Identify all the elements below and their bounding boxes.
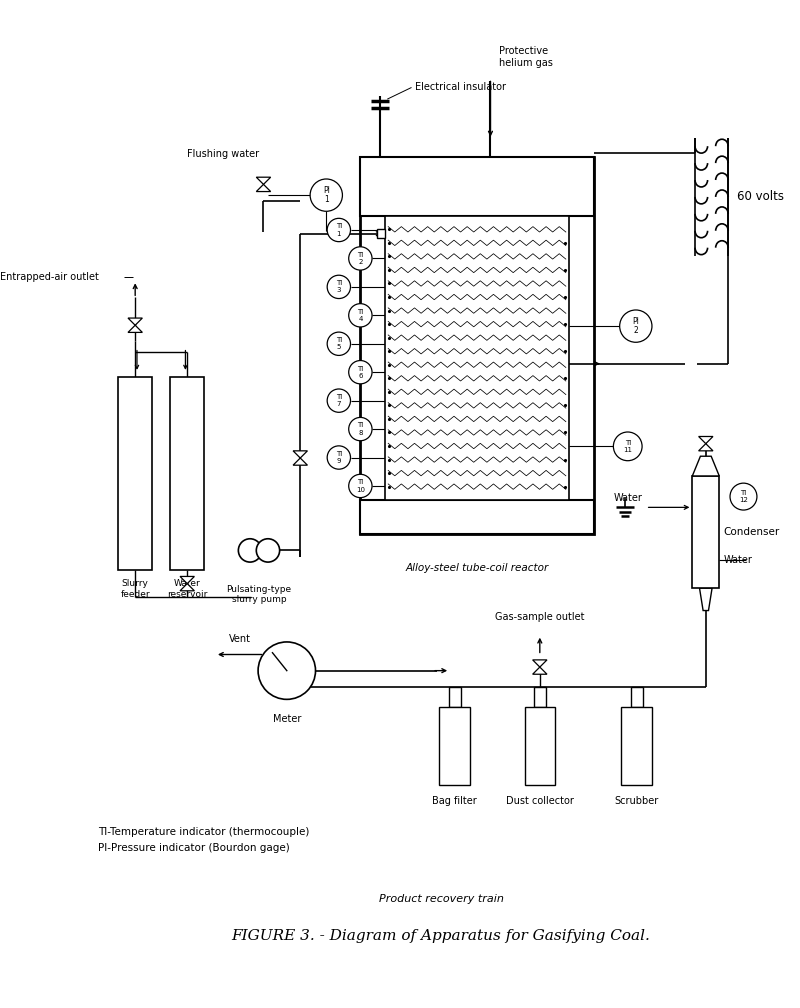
- Circle shape: [614, 432, 642, 461]
- Circle shape: [327, 389, 350, 412]
- Text: Alloy-steel tube-coil reactor: Alloy-steel tube-coil reactor: [406, 563, 549, 574]
- Text: TI: TI: [358, 308, 363, 314]
- Text: Product recovery train: Product recovery train: [378, 894, 503, 904]
- Bar: [622, 707, 652, 785]
- Polygon shape: [533, 667, 547, 674]
- Circle shape: [238, 538, 262, 562]
- Polygon shape: [180, 584, 194, 591]
- Text: Electrical insulator: Electrical insulator: [415, 83, 506, 93]
- Polygon shape: [128, 319, 142, 326]
- Polygon shape: [698, 444, 713, 451]
- Text: 2: 2: [634, 327, 638, 335]
- Text: Protective
helium gas: Protective helium gas: [499, 46, 554, 68]
- Polygon shape: [698, 436, 713, 444]
- Text: FIGURE 3. - Diagram of Apparatus for Gasifying Coal.: FIGURE 3. - Diagram of Apparatus for Gas…: [232, 929, 650, 943]
- Circle shape: [256, 538, 280, 562]
- Text: Gas-sample outlet: Gas-sample outlet: [495, 612, 585, 622]
- Bar: [386, 216, 569, 500]
- Polygon shape: [293, 458, 307, 466]
- Polygon shape: [533, 660, 547, 667]
- Text: Condenser: Condenser: [724, 527, 780, 537]
- Text: Water
reservoir: Water reservoir: [167, 580, 207, 599]
- Bar: [692, 476, 719, 588]
- Text: TI: TI: [336, 451, 342, 457]
- Text: Slurry
feeder: Slurry feeder: [120, 580, 150, 599]
- Text: TI: TI: [336, 337, 342, 343]
- Text: TI: TI: [625, 439, 631, 446]
- Text: TI: TI: [358, 480, 363, 486]
- Polygon shape: [180, 577, 194, 584]
- Polygon shape: [256, 177, 270, 184]
- Polygon shape: [692, 457, 719, 476]
- Text: TI: TI: [358, 252, 363, 258]
- Text: TI: TI: [740, 490, 746, 496]
- Text: 2: 2: [358, 259, 362, 265]
- Text: TI: TI: [336, 394, 342, 400]
- Bar: [525, 707, 555, 785]
- Circle shape: [349, 417, 372, 440]
- Text: 12: 12: [739, 497, 748, 503]
- Text: 10: 10: [356, 487, 365, 493]
- Text: 8: 8: [358, 429, 362, 435]
- Bar: [439, 707, 470, 785]
- Bar: [534, 686, 546, 707]
- Text: 60 volts: 60 volts: [737, 191, 784, 204]
- Text: 6: 6: [358, 373, 362, 379]
- Text: TI: TI: [336, 280, 342, 286]
- Bar: [377, 229, 386, 238]
- Bar: [360, 500, 594, 534]
- Text: TI: TI: [336, 224, 342, 230]
- Bar: [360, 157, 594, 216]
- Text: 7: 7: [337, 401, 341, 407]
- Text: Vent: Vent: [229, 634, 251, 644]
- Bar: [170, 377, 204, 571]
- Circle shape: [349, 247, 372, 270]
- Circle shape: [730, 483, 757, 510]
- Circle shape: [620, 310, 652, 343]
- Text: 11: 11: [623, 447, 632, 453]
- Text: 4: 4: [358, 316, 362, 322]
- Circle shape: [349, 303, 372, 327]
- Text: 1: 1: [324, 196, 329, 205]
- Polygon shape: [128, 326, 142, 333]
- Circle shape: [327, 332, 350, 356]
- Text: Flushing water: Flushing water: [187, 149, 259, 159]
- Text: 3: 3: [337, 287, 341, 293]
- Bar: [631, 686, 643, 707]
- Text: 1: 1: [337, 231, 341, 237]
- Text: Water: Water: [614, 493, 642, 503]
- Text: Meter: Meter: [273, 714, 301, 724]
- Text: 9: 9: [337, 458, 341, 464]
- Text: PI: PI: [632, 318, 639, 327]
- Bar: [449, 686, 461, 707]
- Text: 5: 5: [337, 345, 341, 351]
- Text: Dust collector: Dust collector: [506, 796, 574, 806]
- Circle shape: [327, 275, 350, 298]
- Circle shape: [327, 219, 350, 242]
- Circle shape: [349, 475, 372, 498]
- Circle shape: [327, 446, 350, 469]
- Bar: [360, 157, 594, 534]
- Circle shape: [349, 361, 372, 384]
- Polygon shape: [699, 588, 712, 611]
- Polygon shape: [256, 184, 270, 192]
- Text: Bag filter: Bag filter: [432, 796, 477, 806]
- Text: TI: TI: [358, 366, 363, 372]
- Polygon shape: [293, 451, 307, 458]
- Bar: [118, 377, 152, 571]
- Text: PI-Pressure indicator (Bourdon gage): PI-Pressure indicator (Bourdon gage): [98, 844, 290, 854]
- Text: TI: TI: [358, 422, 363, 428]
- Circle shape: [258, 642, 315, 700]
- Text: Scrubber: Scrubber: [614, 796, 659, 806]
- Text: Entrapped-air outlet: Entrapped-air outlet: [1, 272, 99, 282]
- Text: Pulsating-type
slurry pump: Pulsating-type slurry pump: [226, 585, 291, 604]
- Circle shape: [310, 179, 342, 212]
- Text: Water: Water: [724, 555, 753, 565]
- Text: TI-Temperature indicator (thermocouple): TI-Temperature indicator (thermocouple): [98, 828, 310, 838]
- Text: PI: PI: [323, 186, 330, 196]
